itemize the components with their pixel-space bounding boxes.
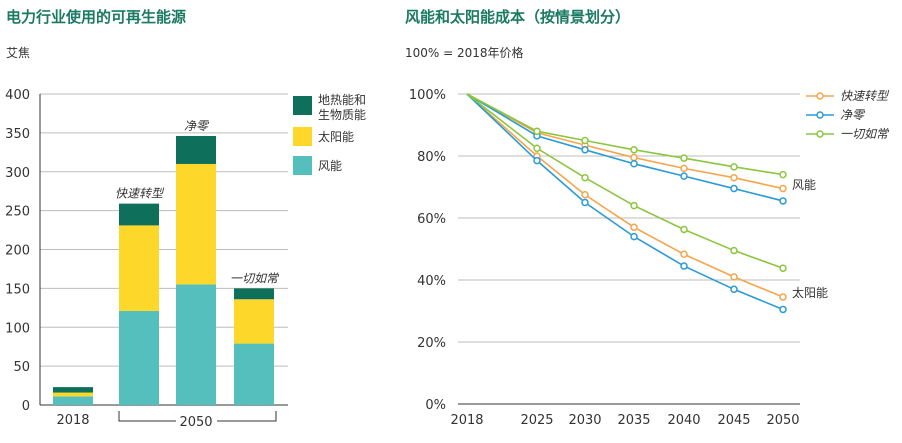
line-y-tick-label: 80%	[417, 150, 446, 165]
line-point	[730, 273, 738, 281]
line-point	[680, 250, 688, 259]
line-legend-marker	[816, 92, 824, 100]
bar-segment	[176, 135, 216, 164]
line-point	[779, 293, 787, 301]
line-point	[630, 153, 638, 162]
line-x-tick-label: 2045	[717, 413, 750, 428]
line-legend-marker	[816, 130, 824, 138]
line-point	[779, 305, 787, 314]
bar-segment	[234, 288, 274, 300]
line-y-tick-label: 60%	[417, 212, 446, 227]
line-point	[680, 154, 688, 162]
bar-group-label: 2050	[179, 415, 212, 430]
bar-segment	[119, 310, 159, 405]
line-series	[466, 93, 784, 298]
line-y-tick-label: 0%	[425, 398, 446, 413]
bar-legend-label: 风能	[318, 159, 342, 173]
bar-chart-unit-label: 艾焦	[6, 46, 31, 60]
line-point	[630, 201, 638, 210]
bar-legend-label: 太阳能	[318, 129, 354, 144]
line-series	[466, 93, 784, 176]
line-y-tick-label: 100%	[409, 88, 446, 103]
bar-chart-title: 电力行业使用的可再生能源	[6, 8, 187, 26]
bar-legend-swatch	[293, 156, 312, 175]
bar-segment	[176, 163, 216, 285]
line-point	[630, 223, 638, 232]
line-point	[630, 232, 638, 241]
line-point	[533, 144, 541, 152]
bar-segment	[119, 203, 159, 226]
line-point	[730, 285, 738, 294]
line-legend-label: 快速转型	[840, 89, 890, 103]
line-point	[730, 246, 738, 255]
line-point	[581, 136, 589, 145]
line-group-label-solar: 太阳能	[792, 285, 828, 300]
line-point	[533, 156, 541, 165]
bar-y-tick-label: 350	[5, 127, 30, 142]
line-point	[730, 173, 738, 182]
bar-segment	[176, 284, 216, 405]
bar-y-tick-label: 0	[22, 399, 30, 414]
bar-segment	[234, 299, 274, 344]
line-point	[730, 184, 738, 193]
bar-scenario-label: 一切如常	[230, 271, 280, 285]
line-point	[533, 127, 541, 135]
line-point	[680, 262, 688, 270]
line-group-label-wind: 风能	[792, 178, 816, 192]
bar-y-tick-label: 250	[5, 205, 30, 220]
line-point	[680, 225, 688, 234]
line-legend-label: 净零	[840, 108, 866, 122]
bar-y-tick-label: 100	[5, 321, 30, 336]
line-legend-marker	[816, 111, 824, 119]
line-point	[581, 198, 589, 207]
line-y-tick-label: 20%	[417, 336, 446, 351]
line-x-tick-label: 2018	[450, 413, 483, 428]
line-x-tick-label: 2035	[617, 413, 650, 428]
bar-y-tick-label: 150	[5, 282, 30, 297]
line-point	[630, 160, 638, 168]
line-x-tick-label: 2025	[520, 413, 553, 428]
bar-segment	[234, 343, 274, 405]
bar-segment	[53, 387, 93, 393]
bar-legend-swatch	[293, 96, 312, 115]
line-point	[779, 170, 787, 179]
bar-segment	[53, 392, 93, 397]
bar-category-label: 2018	[56, 413, 89, 428]
bar-y-tick-label: 400	[5, 88, 30, 103]
bar-legend-label-line1: 地热能和	[318, 93, 366, 107]
line-point	[779, 184, 787, 193]
bar-y-tick-label: 200	[5, 244, 30, 259]
bar-legend-label-line2: 生物质能	[318, 108, 366, 122]
bar-scenario-label: 净零	[184, 119, 210, 133]
line-legend-label: 一切如常	[840, 127, 890, 141]
line-x-tick-label: 2050	[766, 413, 799, 428]
bar-segment	[119, 225, 159, 311]
line-x-tick-label: 2030	[568, 413, 601, 428]
bar-segment	[53, 396, 93, 405]
line-chart-title: 风能和太阳能成本（按情景划分）	[405, 8, 631, 26]
bar-scenario-label: 快速转型	[115, 187, 165, 201]
line-point	[581, 191, 589, 199]
bar-legend-swatch	[293, 127, 312, 146]
bar-group-bracket	[118, 411, 277, 422]
line-point	[779, 197, 787, 205]
bar-y-tick-label: 300	[5, 166, 30, 181]
line-point	[680, 172, 688, 180]
bar-y-tick-label: 50	[13, 360, 30, 375]
line-point	[779, 264, 787, 272]
line-x-tick-label: 2040	[667, 413, 700, 428]
line-y-tick-label: 40%	[417, 274, 446, 289]
line-point	[581, 146, 589, 154]
line-point	[730, 163, 738, 171]
line-point	[581, 173, 589, 182]
line-point	[630, 146, 638, 154]
line-point	[680, 164, 688, 173]
line-chart-subtitle: 100% = 2018年价格	[405, 46, 524, 60]
